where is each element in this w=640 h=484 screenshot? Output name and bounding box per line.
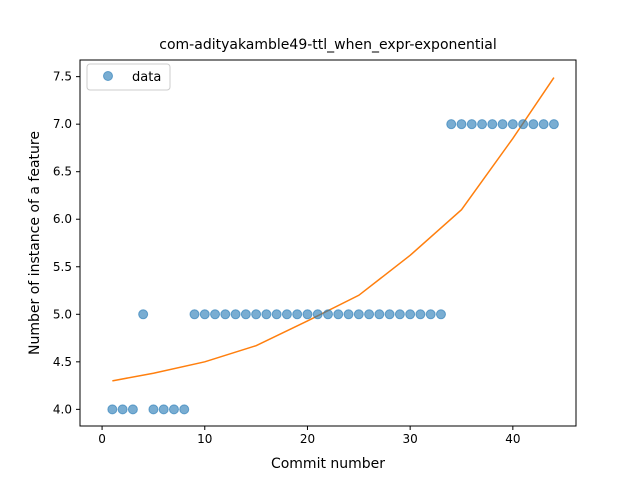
data-point — [354, 310, 363, 319]
data-point — [395, 310, 404, 319]
x-tick-label: 20 — [300, 432, 315, 446]
y-tick-label: 7.0 — [53, 117, 72, 131]
data-point — [406, 310, 415, 319]
data-point — [467, 120, 476, 129]
data-point — [262, 310, 271, 319]
data-point — [508, 120, 517, 129]
x-tick-label: 10 — [197, 432, 212, 446]
x-tick-label: 30 — [403, 432, 418, 446]
y-tick-label: 6.5 — [53, 165, 72, 179]
data-point — [385, 310, 394, 319]
data-point — [549, 120, 558, 129]
y-tick-label: 4.5 — [53, 355, 72, 369]
data-point — [128, 405, 137, 414]
data-point — [478, 120, 487, 129]
data-point — [118, 405, 127, 414]
legend-marker — [104, 72, 113, 81]
data-point — [211, 310, 220, 319]
data-point — [241, 310, 250, 319]
data-point — [159, 405, 168, 414]
y-tick-label: 5.0 — [53, 307, 72, 321]
data-point — [272, 310, 281, 319]
x-tick-label: 40 — [505, 432, 520, 446]
data-point — [488, 120, 497, 129]
y-axis-label: Number of instance of a feature — [27, 131, 43, 355]
data-point — [498, 120, 507, 129]
data-point — [282, 310, 291, 319]
data-point — [303, 310, 312, 319]
data-point — [436, 310, 445, 319]
x-axis-label: Commit number — [271, 456, 385, 472]
data-point — [447, 120, 456, 129]
y-tick-label: 4.0 — [53, 402, 72, 416]
data-point — [334, 310, 343, 319]
data-point — [426, 310, 435, 319]
data-point — [457, 120, 466, 129]
data-point — [375, 310, 384, 319]
chart-title: com-adityakamble49-ttl_when_expr-exponen… — [159, 37, 496, 53]
x-tick-label: 0 — [98, 432, 106, 446]
data-point — [169, 405, 178, 414]
legend: data — [87, 64, 170, 90]
data-point — [313, 310, 322, 319]
data-point — [344, 310, 353, 319]
data-point — [200, 310, 209, 319]
data-point — [539, 120, 548, 129]
y-tick-label: 5.5 — [53, 260, 72, 274]
data-point — [519, 120, 528, 129]
data-point — [365, 310, 374, 319]
data-point — [180, 405, 189, 414]
data-point — [149, 405, 158, 414]
data-point — [190, 310, 199, 319]
data-point — [231, 310, 240, 319]
y-tick-label: 6.0 — [53, 212, 72, 226]
data-point — [108, 405, 117, 414]
data-point — [293, 310, 302, 319]
data-point — [252, 310, 261, 319]
data-point — [324, 310, 333, 319]
data-point — [139, 310, 148, 319]
data-point — [529, 120, 538, 129]
legend-label-data: data — [132, 70, 161, 85]
y-tick-label: 7.5 — [53, 70, 72, 84]
data-point — [221, 310, 230, 319]
data-point — [416, 310, 425, 319]
